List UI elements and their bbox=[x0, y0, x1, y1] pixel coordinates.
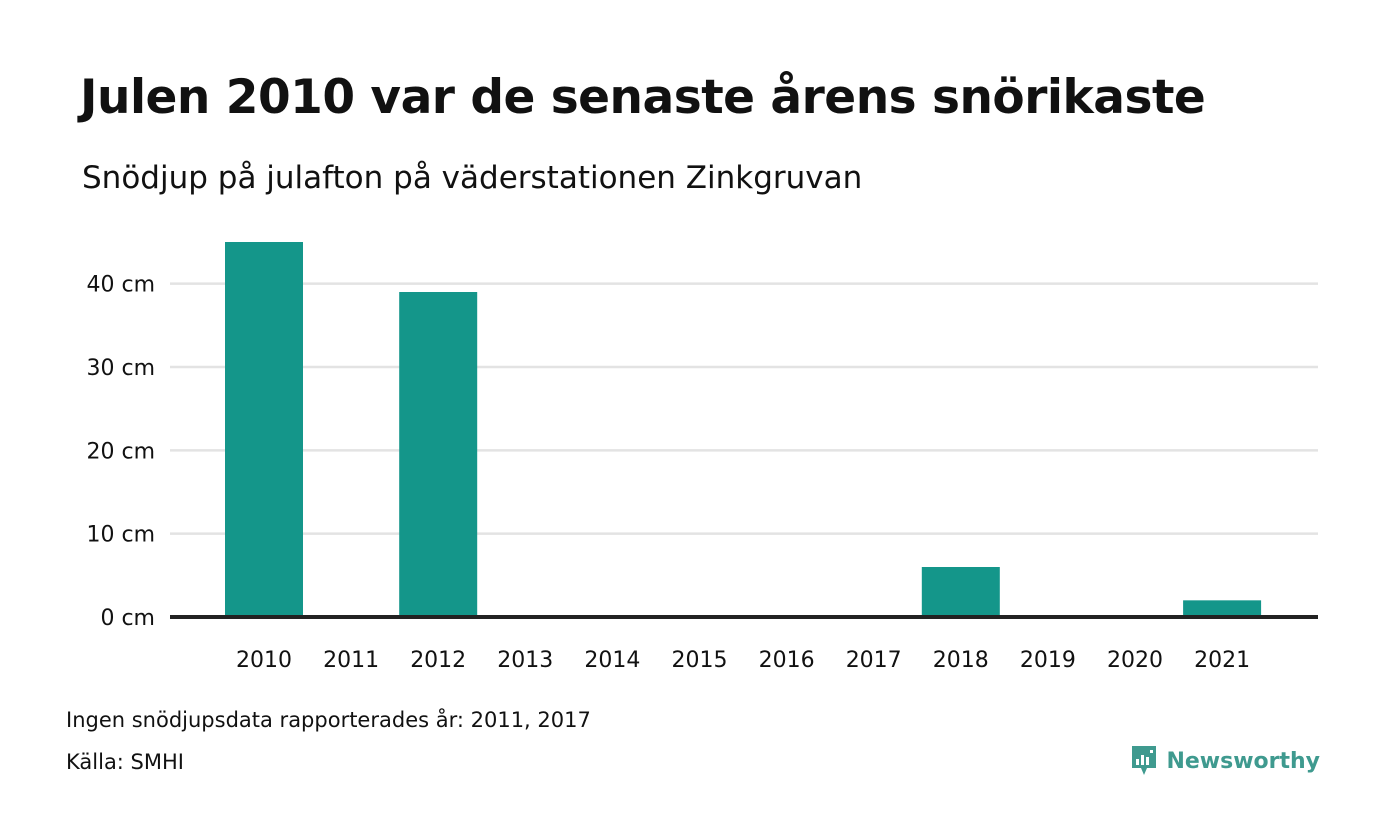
y-axis-ticks: 0 cm 10 cm 20 cm 30 cm 40 cm bbox=[86, 273, 155, 631]
y-tick-label: 0 cm bbox=[100, 606, 155, 631]
brand-logo: Newsworthy bbox=[1130, 744, 1320, 778]
x-tick-label-2010: 2010 bbox=[236, 648, 292, 673]
y-tick-label: 10 cm bbox=[86, 523, 155, 548]
brand-name: Newsworthy bbox=[1166, 748, 1320, 774]
newsworthy-logo-icon bbox=[1132, 746, 1157, 775]
bar-2018 bbox=[921, 567, 1000, 617]
y-tick-label: 20 cm bbox=[86, 439, 155, 464]
x-tick-label-2021: 2021 bbox=[1194, 648, 1250, 673]
y-tick-label: 30 cm bbox=[86, 356, 155, 381]
x-tick-label-2012: 2012 bbox=[410, 648, 466, 673]
x-tick-label-2016: 2016 bbox=[759, 648, 815, 673]
x-tick-label-2019: 2019 bbox=[1020, 648, 1076, 673]
x-tick-label-2013: 2013 bbox=[497, 648, 553, 673]
x-tick-label-2014: 2014 bbox=[584, 648, 640, 673]
grid-lines bbox=[170, 282, 1318, 535]
bar-2012 bbox=[399, 292, 478, 617]
source-note: Källa: SMHI bbox=[66, 750, 184, 774]
x-tick-label-2020: 2020 bbox=[1107, 648, 1163, 673]
bars bbox=[225, 242, 1262, 617]
x-tick-label-2017: 2017 bbox=[846, 648, 902, 673]
bar-2021 bbox=[1183, 600, 1262, 617]
y-tick-label: 40 cm bbox=[86, 273, 155, 298]
chart-subtitle: Snödjup på julafton på väderstationen Zi… bbox=[82, 160, 863, 196]
bar-2010 bbox=[225, 242, 303, 617]
x-tick-label-2015: 2015 bbox=[672, 648, 728, 673]
x-tick-label-2011: 2011 bbox=[323, 648, 379, 673]
chart-title: Julen 2010 var de senaste årens snörikas… bbox=[80, 70, 1206, 125]
x-axis-ticks: 2010 2011 2012 2013 2014 2015 2016 2017 2018 2019… bbox=[236, 648, 1250, 673]
footnote-missing-data: Ingen snödjupsdata rapporterades år: 201… bbox=[66, 708, 591, 732]
x-tick-label-2018: 2018 bbox=[933, 648, 989, 673]
